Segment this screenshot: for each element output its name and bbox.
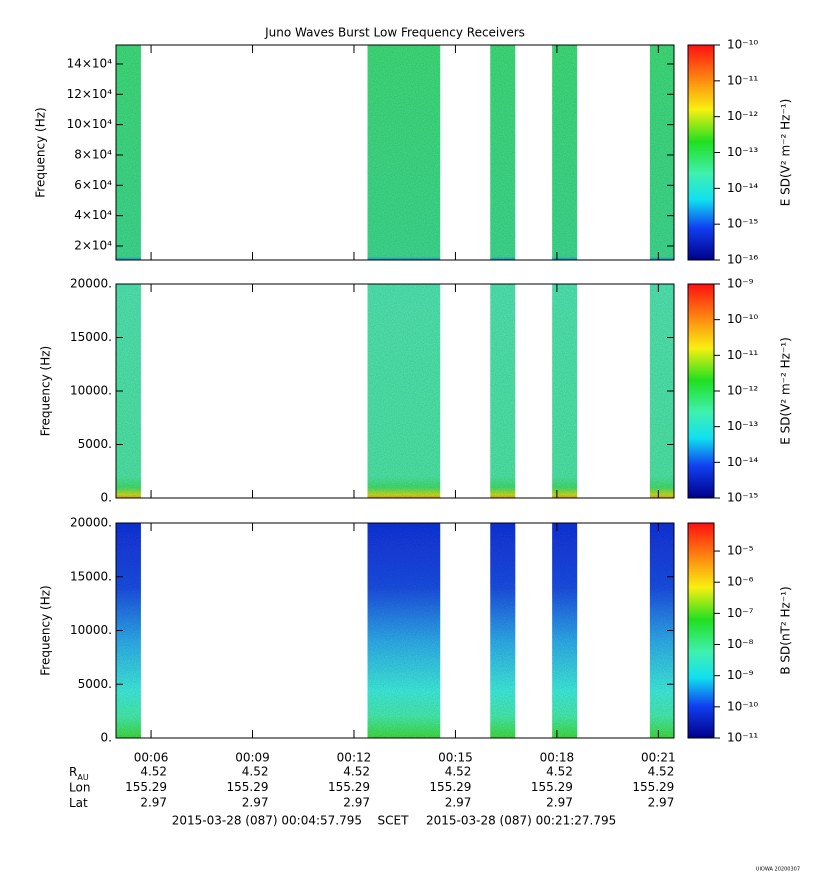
- y-axis-label: Frequency (Hz): [34, 107, 48, 198]
- spectrum-block: [552, 284, 578, 498]
- footer-start: 2015-03-28 (087) 00:04:57.795: [172, 814, 362, 828]
- y-tick-label: 10000.: [70, 623, 112, 637]
- ephemeris-value: 4.52: [546, 765, 573, 779]
- ephemeris-value: 2.97: [343, 796, 370, 810]
- spectrum-block: [490, 284, 516, 498]
- colorbar-tick-label: 10⁻¹⁰: [727, 38, 758, 52]
- chart-title: Juno Waves Burst Low Frequency Receivers: [264, 26, 525, 40]
- ephemeris-value: 155.29: [125, 780, 167, 794]
- ephemeris-value: 155.29: [328, 780, 370, 794]
- colorbar-tick-label: 10⁻⁹: [727, 668, 754, 682]
- ephemeris-value: 155.29: [531, 780, 573, 794]
- colorbar-tick-label: 10⁻⁷: [727, 606, 754, 620]
- ephemeris-value: 2.97: [648, 796, 675, 810]
- x-tick-label: 00:18: [540, 751, 575, 765]
- x-tick-label: 00:21: [641, 751, 676, 765]
- spectrum-block: [552, 523, 578, 738]
- y-tick-label: 10×10⁴: [67, 117, 113, 131]
- spectrum-block: [490, 45, 516, 260]
- colorbar-tick-label: 10⁻¹³: [727, 419, 758, 433]
- ephemeris-value: 4.52: [242, 765, 269, 779]
- spectrum-block: [649, 45, 674, 260]
- colorbar-tick-label: 10⁻¹⁶: [727, 253, 758, 267]
- colorbar-tick-label: 10⁻⁹: [727, 277, 754, 291]
- x-tick-label: 00:09: [235, 751, 270, 765]
- ephemeris-value: 4.52: [648, 765, 675, 779]
- y-tick-label: 15000.: [70, 569, 112, 583]
- colorbar-tick-label: 10⁻¹⁰: [727, 699, 758, 713]
- footer-frame: SCET: [378, 814, 410, 828]
- ephemeris-value: 2.97: [140, 796, 167, 810]
- y-tick-label: 8×10⁴: [74, 147, 112, 161]
- colorbar-tick-label: 10⁻¹¹: [727, 73, 758, 87]
- y-tick-label: 6×10⁴: [74, 178, 112, 192]
- plot-frame: [115, 44, 675, 261]
- ephemeris-value: 4.52: [343, 765, 370, 779]
- y-tick-label: 15000.: [70, 330, 112, 344]
- ephemeris-label-text: Lat: [69, 796, 88, 810]
- y-axis-label: Frequency (Hz): [39, 585, 53, 676]
- x-tick-label: 00:12: [337, 751, 372, 765]
- y-axis-label: Frequency (Hz): [39, 346, 53, 437]
- x-tick-label: 00:06: [134, 751, 169, 765]
- y-tick-label: 20000.: [70, 277, 112, 291]
- y-tick-label: 0.: [101, 731, 112, 745]
- colorbar-tick-label: 10⁻⁸: [727, 637, 754, 651]
- colorbar-tick-label: 10⁻⁶: [727, 575, 754, 589]
- colorbar-label: E SD(V² m⁻² Hz⁻¹): [779, 99, 793, 207]
- ephemeris-label-text: Lon: [69, 780, 90, 794]
- x-tick-label: 00:15: [438, 751, 473, 765]
- spectrum-block: [552, 45, 578, 260]
- ephemeris-value: 2.97: [242, 796, 269, 810]
- colorbar-tick-label: 10⁻¹⁴: [727, 455, 758, 469]
- colorbar-label: B SD(nT² Hz⁻¹): [779, 586, 793, 674]
- ephemeris-value: 155.29: [227, 780, 269, 794]
- footer-end: 2015-03-28 (087) 00:21:27.795: [426, 814, 616, 828]
- ephemeris-value: 4.52: [445, 765, 472, 779]
- colorbar-tick-label: 10⁻¹⁴: [727, 181, 758, 195]
- ephemeris-label: Lat: [69, 796, 88, 810]
- y-tick-label: 10000.: [70, 384, 112, 398]
- spectrum-block: [367, 45, 441, 260]
- colorbar-tick-label: 10⁻¹²: [727, 109, 758, 123]
- spectrum-block: [490, 523, 516, 738]
- colorbar-tick-label: 10⁻¹¹: [727, 731, 758, 745]
- colorbar-tick-label: 10⁻¹¹: [727, 348, 758, 362]
- colorbar-tick-label: 10⁻¹³: [727, 145, 758, 159]
- stamp: UIOWA 20200307: [756, 867, 800, 873]
- y-tick-label: 5000.: [78, 677, 112, 691]
- ephemeris-label: RAU: [69, 765, 89, 782]
- y-tick-label: 12×10⁴: [67, 87, 113, 101]
- colorbar: [687, 44, 715, 261]
- ephemeris-value: 2.97: [546, 796, 573, 810]
- y-tick-label: 4×10⁴: [74, 208, 112, 222]
- y-tick-label: 20000.: [70, 516, 112, 530]
- y-tick-label: 5000.: [78, 437, 112, 451]
- colorbar-tick-label: 10⁻¹²: [727, 384, 758, 398]
- y-tick-label: 2×10⁴: [74, 238, 112, 252]
- ephemeris-value: 155.29: [429, 780, 471, 794]
- ephemeris-label: Lon: [69, 780, 90, 794]
- colorbar-tick-label: 10⁻¹⁵: [727, 491, 758, 505]
- colorbar-tick-label: 10⁻¹⁵: [727, 217, 758, 231]
- ephemeris-label-sub: AU: [77, 773, 88, 782]
- y-tick-label: 14×10⁴: [67, 56, 113, 70]
- colorbar: [687, 522, 715, 739]
- spectrum-block: [367, 523, 441, 738]
- ephemeris-value: 4.52: [140, 765, 167, 779]
- colorbar-tick-label: 10⁻⁵: [727, 544, 754, 558]
- spectrum-block: [116, 45, 141, 260]
- colorbar-tick-label: 10⁻¹⁰: [727, 312, 758, 326]
- ephemeris-label-text: R: [69, 765, 77, 779]
- spectrum-block: [367, 284, 441, 498]
- ephemeris-value: 2.97: [445, 796, 472, 810]
- ephemeris-value: 155.29: [632, 780, 674, 794]
- y-tick-label: 0.: [101, 491, 112, 505]
- colorbar-label: E SD(V² m⁻² Hz⁻¹): [779, 337, 793, 445]
- colorbar: [687, 283, 715, 499]
